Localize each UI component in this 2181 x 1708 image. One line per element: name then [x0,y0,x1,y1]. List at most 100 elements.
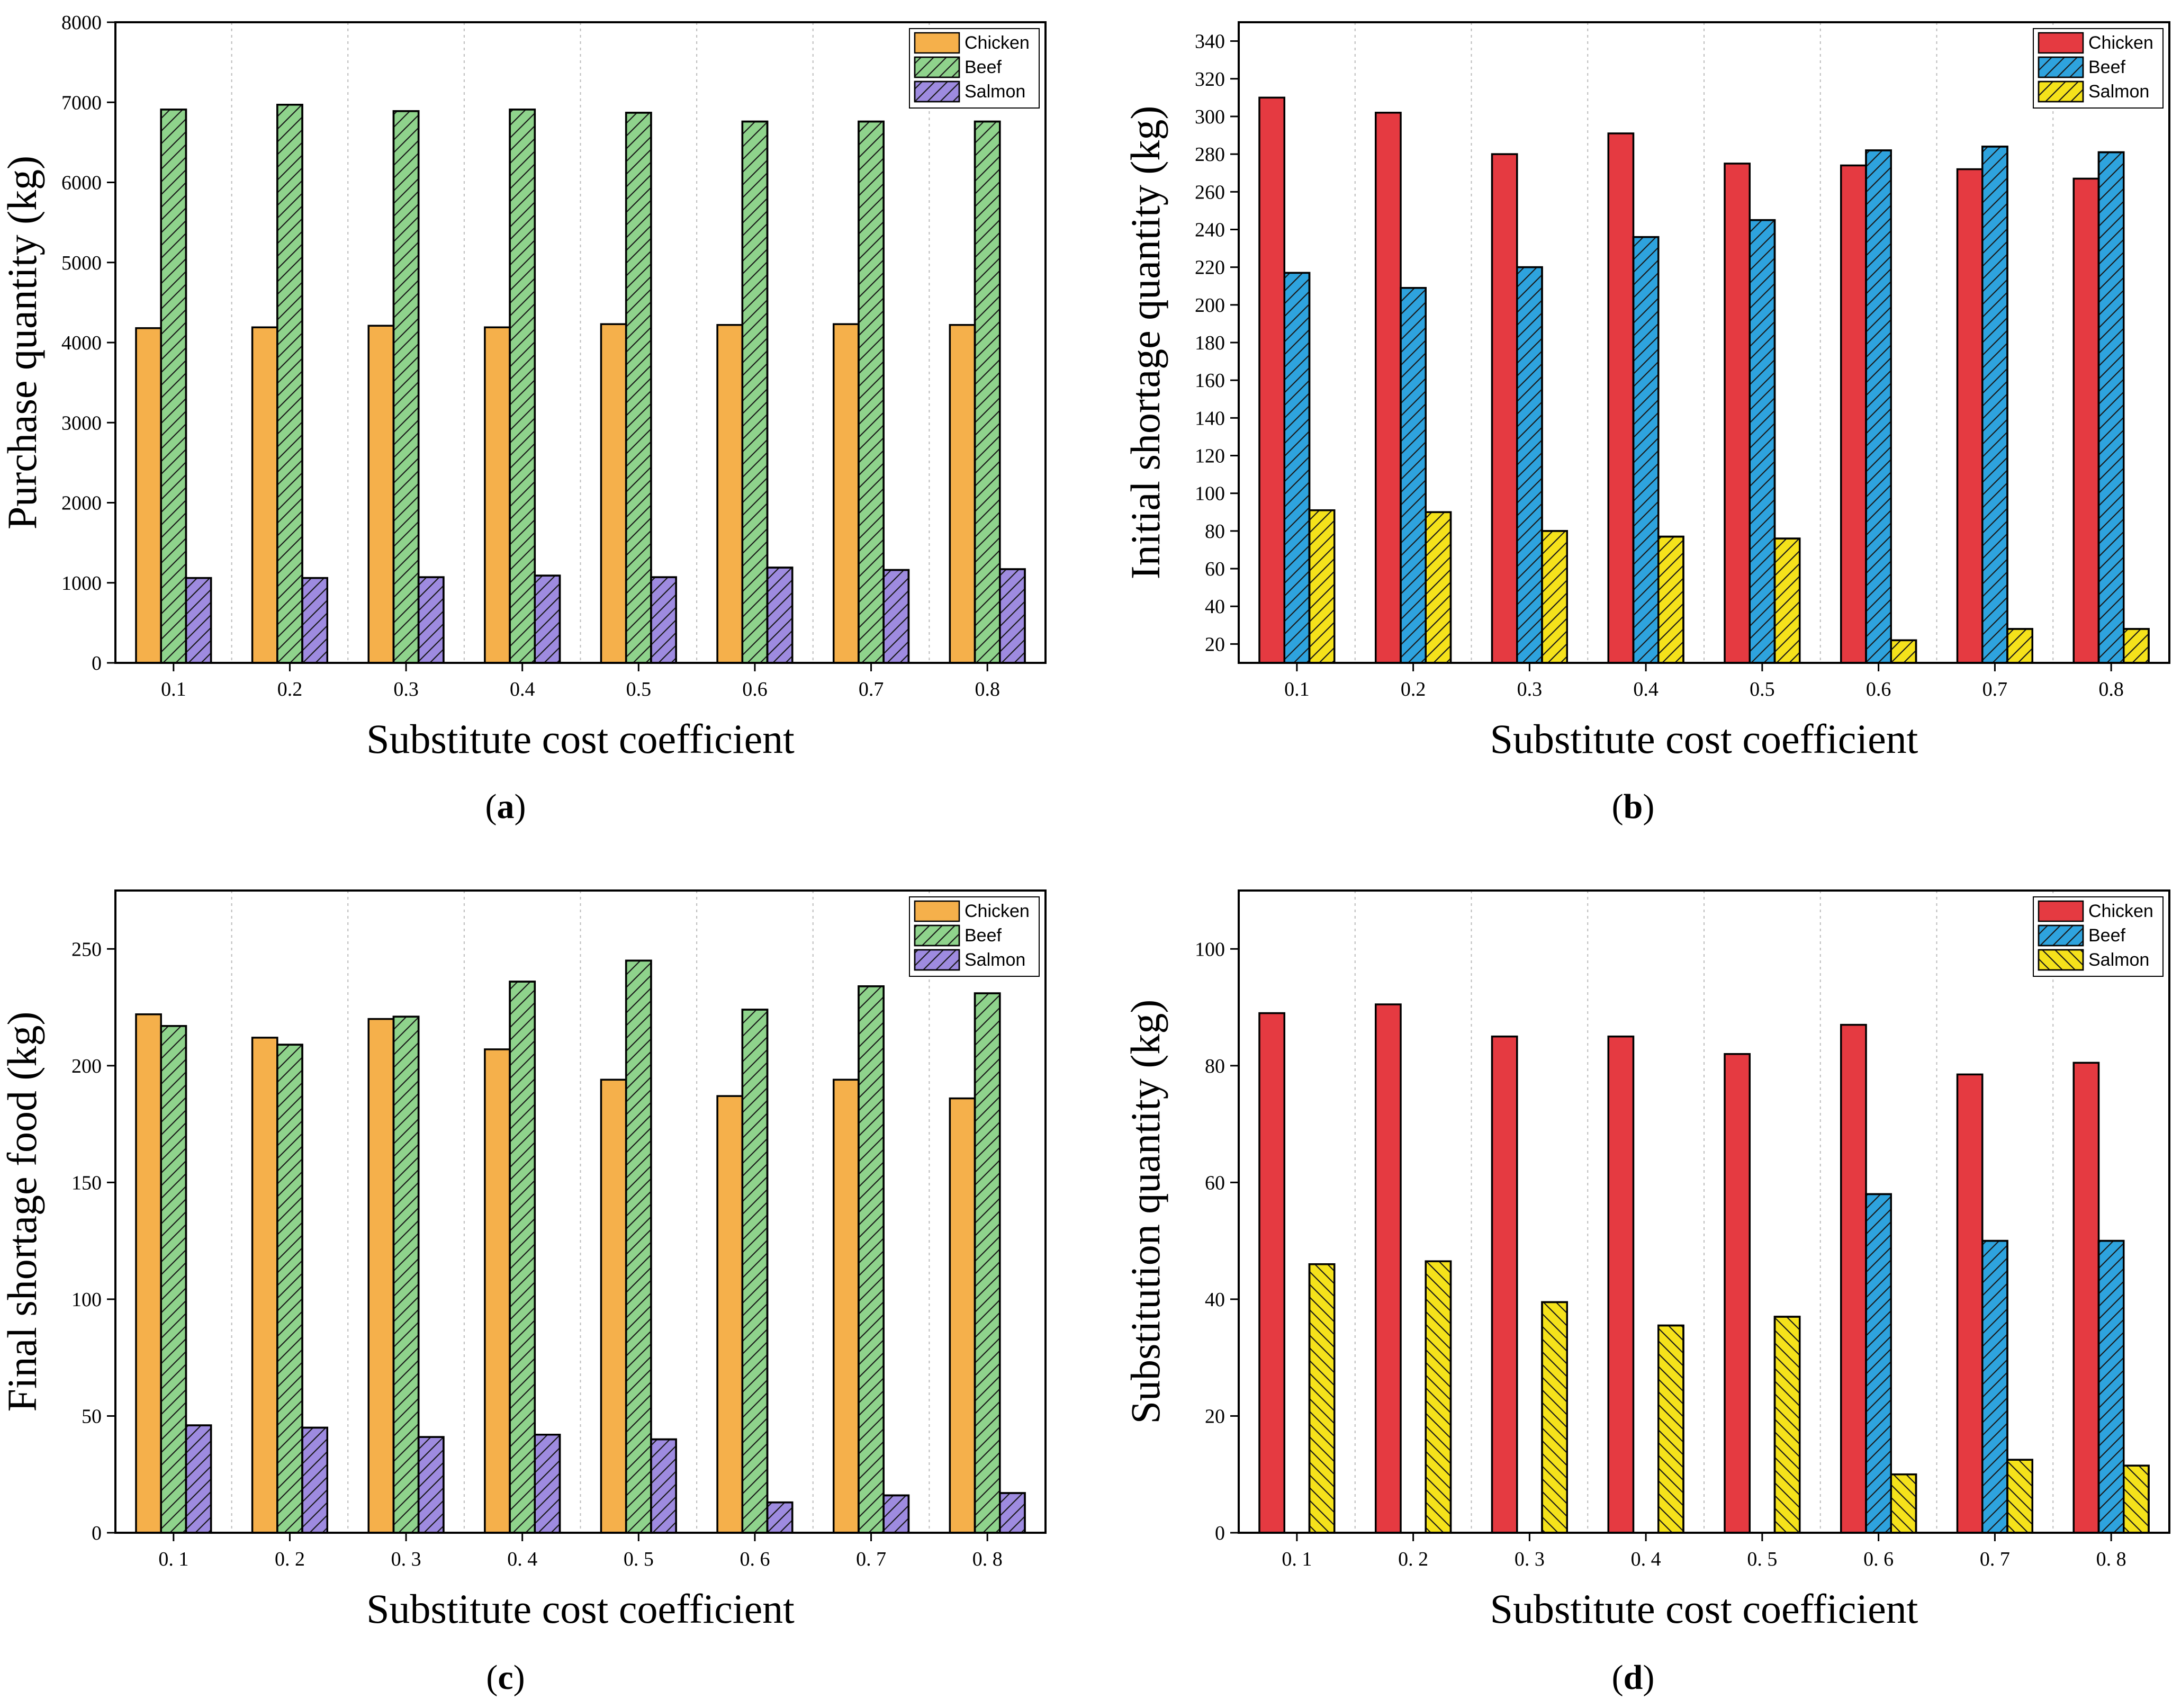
bar-hatch-salmon [650,1438,677,1534]
bar-hatch-salmon [1890,639,1917,664]
y-tick-label: 100 [1195,938,1225,960]
legend: Chicken Beef Salmon [909,28,1040,109]
bar-hatch-salmon [2122,1464,2150,1534]
bar-hatch-salmon [185,577,212,664]
bar-hatch-salmon [534,574,561,664]
bar-hatch-beef [1865,1193,1892,1534]
x-tick-label: 0.7 [859,678,884,700]
bar-hatch-beef [1632,236,1660,664]
bar-hatch-salmon [1657,1324,1684,1534]
bar-chicken [484,326,511,664]
y-tick-label: 150 [71,1172,102,1194]
x-tick-label: 0.6 [742,678,768,700]
bar-hatch-beef [276,1044,303,1534]
y-tick-label: 40 [1205,596,1225,618]
bar-hatch-beef [509,981,536,1534]
x-tick-label: 0. 4 [1631,1548,1661,1570]
bar-chicken [251,1037,278,1534]
legend-swatch-hatch [914,80,960,103]
bar-hatch-beef [2097,151,2125,664]
bar-hatch-salmon [301,1426,329,1534]
bar-hatch-beef [625,112,652,664]
y-tick-label: 8000 [61,12,102,34]
legend-swatch-chicken [914,900,960,922]
bar-hatch-salmon [882,569,910,664]
legend-label-chicken: Chicken [2088,901,2153,921]
bar-hatch-salmon [1425,511,1452,664]
x-tick-label: 0.8 [975,678,1000,700]
bar-chicken [1258,1012,1286,1534]
y-tick-label: 100 [1195,483,1225,505]
chart-panel-c: 0 50 100 150 200 250 0. 1 0. 2 0. 3 0. 4 0. 5 0. 6 0… [0,889,1047,1697]
y-tick-label: 80 [1205,1055,1225,1077]
legend: Chicken Beef Salmon [909,896,1040,977]
panel-label: (a) [485,787,526,826]
bar-hatch-beef [974,120,1001,664]
bar-hatch-salmon [650,576,677,664]
legend-swatch-chicken [2038,32,2084,54]
legend-label-beef: Beef [2088,57,2125,77]
x-tick-label: 0. 3 [391,1548,421,1570]
bar-hatch-salmon [1541,1301,1568,1534]
bar-hatch-salmon [534,1433,561,1534]
bar-hatch-salmon [417,1436,445,1534]
x-tick-label: 0. 2 [1398,1548,1428,1570]
x-axis-label: Substitute cost coefficient [1490,1586,1918,1632]
bar-chicken [135,327,162,664]
bar-hatch-salmon [1890,1473,1917,1534]
bar-hatch-beef [1981,1239,2008,1534]
legend-label-beef: Beef [965,925,1002,946]
bar-hatch-salmon [1657,535,1684,664]
x-tick-label: 0.2 [277,678,303,700]
bar-hatch-beef [1516,266,1543,664]
legend-label-chicken: Chicken [2088,33,2153,53]
bar-chicken [1724,163,1751,664]
legend-label-beef: Beef [2088,925,2125,946]
x-tick-label: 0.3 [393,678,419,700]
bar-hatch-salmon [185,1424,212,1534]
y-tick-label: 7000 [61,92,102,114]
bar-chicken [484,1048,511,1534]
y-tick-label: 300 [1195,106,1225,128]
bar-hatch-salmon [301,577,329,664]
x-tick-label: 0. 7 [856,1548,886,1570]
y-tick-label: 3000 [61,412,102,434]
y-tick-label: 200 [1195,294,1225,317]
x-tick-label: 0. 4 [507,1548,537,1570]
bar-chicken [2072,1062,2100,1534]
bar-chicken [832,1078,860,1534]
plot-frame [114,889,1047,1534]
x-tick-label: 0.5 [626,678,652,700]
x-tick-label: 0. 5 [624,1548,654,1570]
y-tick-label: 140 [1195,407,1225,429]
legend-swatch-chicken [914,32,960,54]
bar-chicken [1491,1035,1518,1534]
bar-chicken [135,1013,162,1534]
legend-label-chicken: Chicken [965,901,1030,921]
bar-hatch-salmon [1425,1260,1452,1534]
bar-chicken [949,323,976,664]
x-tick-label: 0. 3 [1515,1548,1545,1570]
x-tick-label: 0.1 [161,678,186,700]
panel-label: (c) [486,1658,525,1697]
bar-hatch-beef [509,109,536,664]
bar-chicken [367,325,395,664]
y-tick-label: 60 [1205,558,1225,580]
bar-hatch-salmon [417,576,445,664]
y-tick-label: 240 [1195,219,1225,241]
bar-chicken [600,1078,627,1534]
bar-chicken [1491,153,1518,664]
legend-swatch-hatch [914,924,960,947]
y-tick-label: 280 [1195,143,1225,166]
bar-hatch-salmon [2006,628,2033,664]
y-tick-label: 80 [1205,520,1225,543]
y-tick-label: 320 [1195,68,1225,91]
bar-hatch-salmon [2122,628,2150,664]
bar-hatch-beef [276,104,303,664]
panel-label: (b) [1612,787,1655,826]
x-tick-label: 0.4 [510,678,535,700]
legend-swatch-hatch [914,949,960,971]
legend-label-salmon: Salmon [965,82,1025,102]
plot-frame [1238,889,2170,1534]
